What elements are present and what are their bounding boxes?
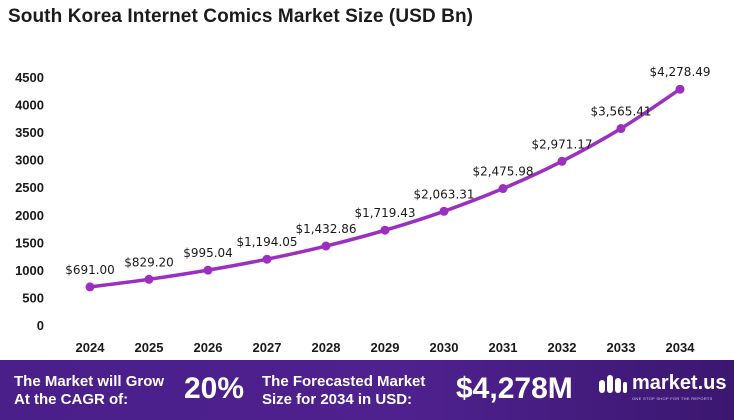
x-axis: 2024 2025 2026 2027 2028 2029 2030 2031 2032 2033… (76, 340, 696, 355)
data-label: $1,194.05 (236, 235, 297, 249)
data-point (85, 282, 95, 292)
data-label: $1,719.43 (354, 206, 415, 220)
data-labels: $691.00 $829.20 $995.04$1,194.05$1,432.86 $… (65, 65, 710, 277)
footer-banner: The Market will Grow At the CAGR of: 20%… (0, 360, 734, 420)
brand-name: market.us (632, 372, 727, 394)
forecast-caption-line2: Size for 2034 in USD: (262, 391, 413, 408)
data-label: $2,475.98 (472, 165, 533, 179)
brand-tagline: ONE STOP SHOP FOR THE REPORTS (632, 396, 713, 401)
y-tick-label: 2500 (15, 180, 44, 195)
x-tick-label: 2027 (253, 340, 282, 355)
x-tick-label: 2024 (76, 340, 106, 355)
y-tick-label: 4500 (15, 70, 44, 85)
line-chart: 0 500 1000 1500 2000 2500 3000 3500 4000 4500 202… (15, 65, 710, 355)
data-label: $1,432.86 (295, 222, 356, 236)
data-point (321, 241, 331, 251)
y-tick-label: 2000 (15, 208, 44, 223)
data-point (380, 225, 390, 235)
x-tick-label: 2030 (430, 340, 459, 355)
x-tick-label: 2034 (666, 340, 696, 355)
data-label: $3,565.41 (590, 105, 651, 119)
data-point (144, 274, 154, 284)
cagr-caption-line2: At the CAGR of: (14, 391, 129, 408)
forecast-size-value: $4,278M (456, 372, 573, 405)
data-point (439, 206, 449, 216)
data-label: $4,278.49 (649, 65, 710, 79)
chart-title: South Korea Internet Comics Market Size … (8, 6, 474, 27)
y-tick-label: 1000 (15, 263, 44, 278)
data-label: $2,971.17 (531, 137, 592, 151)
y-tick-label: 1500 (15, 235, 44, 250)
y-tick-label: 3500 (15, 125, 44, 140)
data-label: $691.00 (65, 263, 115, 277)
forecast-caption-line1: The Forecasted Market (262, 373, 426, 390)
y-tick-label: 500 (22, 290, 44, 305)
data-point (203, 265, 213, 275)
data-point (616, 124, 626, 134)
x-tick-label: 2025 (135, 340, 164, 355)
series-market-size (85, 84, 685, 292)
series-line (88, 87, 682, 289)
data-point (675, 84, 685, 94)
data-label: $995.04 (183, 246, 233, 260)
x-tick-label: 2029 (371, 340, 400, 355)
x-tick-label: 2031 (489, 340, 518, 355)
data-point (498, 184, 508, 194)
data-point (557, 156, 567, 166)
x-tick-label: 2033 (607, 340, 636, 355)
y-tick-label: 3000 (15, 153, 44, 168)
cagr-value: 20% (184, 372, 245, 405)
y-tick-label: 0 (37, 318, 44, 333)
x-tick-label: 2028 (312, 340, 341, 355)
data-label: $829.20 (124, 255, 174, 269)
data-label: $2,063.31 (413, 187, 474, 201)
x-tick-label: 2032 (548, 340, 577, 355)
y-tick-label: 4000 (15, 98, 44, 113)
y-axis: 0 500 1000 1500 2000 2500 3000 3500 4000 4500 (15, 70, 44, 333)
x-tick-label: 2026 (194, 340, 223, 355)
cagr-caption-line1: The Market will Grow (14, 373, 165, 390)
data-point (262, 254, 272, 264)
market-us-logo-icon (599, 375, 627, 393)
